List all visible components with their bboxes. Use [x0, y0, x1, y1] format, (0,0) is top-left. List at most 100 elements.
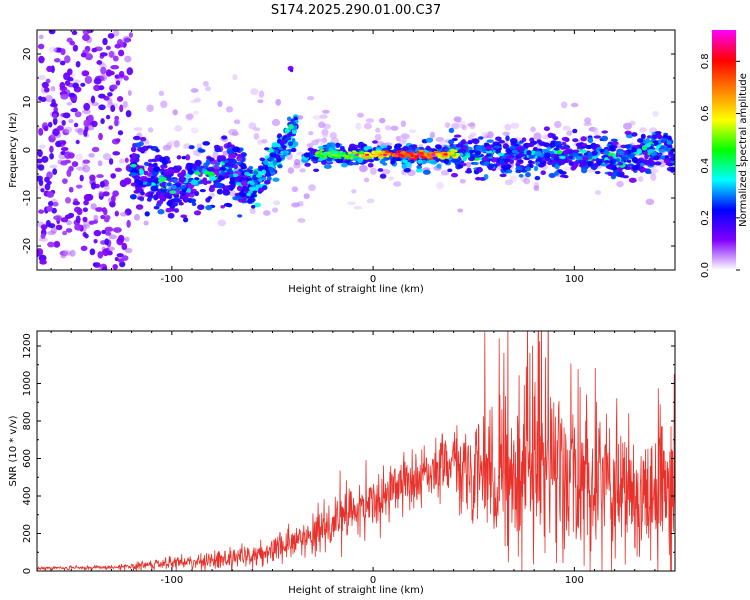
spectrogram-cell — [44, 183, 51, 191]
spectrogram-cell — [326, 142, 332, 148]
spectrogram-cell — [568, 161, 574, 166]
spectrogram-cell — [48, 30, 56, 35]
spectrogram-cell — [461, 124, 468, 131]
spectrogram-cell — [666, 140, 672, 145]
spectrogram-cell — [262, 210, 271, 216]
spectrogram-cell — [108, 125, 113, 130]
spectrogram-cell — [637, 175, 644, 183]
spectrogram-cell — [209, 184, 216, 189]
spectrogram-cell — [505, 135, 510, 142]
spectrogram-cell — [221, 135, 228, 140]
spectrogram-cell — [222, 188, 228, 193]
spectrogram-cell — [82, 34, 90, 41]
spectrogram-cell — [329, 132, 338, 139]
spectrogram-cell — [436, 163, 442, 169]
spectrogram-cell — [249, 181, 255, 186]
spectrogram-cell — [129, 193, 137, 200]
spectrogram-cell — [180, 214, 188, 218]
spectrogram-cell — [98, 93, 106, 99]
spectrogram-cell — [379, 159, 386, 165]
spectrogram-cell — [440, 151, 447, 154]
snr-y-axis-title: SNR (10 * v/v) — [8, 415, 19, 486]
spectrogram-cell — [141, 181, 149, 185]
spectrogram-cell — [426, 153, 431, 156]
spectrogram-cell — [413, 155, 420, 159]
spectrogram-cell — [93, 229, 102, 237]
spectrogram-cell — [250, 88, 259, 96]
spectrogram-cell — [447, 168, 453, 173]
spectrogram-cell — [126, 219, 131, 228]
spectrogram-cell — [390, 160, 396, 165]
spectrogram-cell — [562, 149, 570, 155]
spectrogram-cell — [206, 166, 215, 172]
spectrogram-cell — [291, 137, 296, 144]
spectrogram-cell — [533, 165, 539, 172]
spectrogram-cell — [575, 142, 584, 148]
spectrogram-cell — [68, 118, 74, 124]
spectrogram-cell — [612, 141, 619, 146]
spectrogram-cell — [105, 114, 111, 120]
spectrogram-cell — [57, 125, 64, 131]
spectrogram-cell — [110, 84, 118, 90]
spectrogram-cell — [525, 171, 531, 178]
colorbar-tick-label: 0.4 — [700, 158, 711, 174]
spectrogram-cell — [96, 60, 103, 65]
spectrogram-cell — [297, 218, 306, 223]
spectrogram-cell — [112, 151, 121, 156]
spectrogram-cell — [604, 160, 610, 164]
spectrogram-cell — [202, 80, 209, 87]
spectrogram-cell — [149, 163, 158, 168]
spectrogram-cell — [666, 135, 672, 140]
spectrogram-cell — [48, 46, 57, 53]
spectrogram-cell — [561, 141, 567, 146]
spectrogram-cell — [226, 141, 232, 148]
spectrogram-cell — [265, 171, 272, 177]
spectrogram-cell — [486, 139, 494, 143]
spectrogram-cell — [82, 207, 89, 213]
spectrogram-cell — [193, 210, 202, 216]
spectrogram-cell — [237, 153, 243, 158]
spectrogram-cell — [228, 190, 237, 197]
spectrogram-cell — [431, 153, 436, 156]
spectrogram-cell — [72, 82, 79, 89]
spectrogram-cell — [83, 119, 90, 128]
spectrogram-cell — [453, 134, 462, 138]
spectrogram-cell — [113, 30, 120, 37]
spectrogram-cell — [517, 145, 526, 150]
spectrogram-cell — [626, 159, 632, 163]
spectrogram-cell — [200, 179, 207, 184]
spectrogram-cell — [639, 127, 647, 133]
spectrogram-cell — [110, 104, 116, 113]
snr-series-line — [37, 331, 675, 571]
spectrogram-cell — [51, 207, 57, 214]
spectrogram-cell — [82, 109, 91, 115]
spectrogram-cell — [506, 169, 513, 174]
spectrogram-cell — [303, 193, 310, 200]
spectrogram-cell — [510, 122, 520, 129]
spectrogram-cell — [363, 122, 372, 130]
spectrogram-cell — [271, 142, 276, 148]
spectrogram-cell — [232, 129, 238, 137]
spectrogram-cell — [40, 233, 46, 239]
spectrogram-cell — [52, 168, 58, 175]
spectrogram-cell — [38, 34, 44, 40]
spectrogram-cell — [242, 196, 248, 203]
spectrogram-cell — [118, 70, 125, 78]
spectrogram-cell — [203, 170, 210, 175]
spectrogram-cell — [286, 149, 291, 156]
spectrogram-cell — [67, 212, 75, 219]
spectrogram-cell — [60, 160, 68, 166]
spectrogram-cell — [392, 155, 397, 158]
spectrogram-cell — [89, 174, 96, 182]
spectrogram-cell — [80, 245, 88, 251]
spectrogram-cell — [104, 226, 114, 232]
spectrogram-cell — [53, 58, 61, 63]
spectrogram-cell — [147, 181, 152, 187]
spectrogram-cell — [178, 176, 187, 183]
spectrogram-cell — [102, 248, 110, 257]
spectrogram-cell — [617, 150, 625, 156]
spectrogram-cell — [288, 124, 294, 130]
spectrogram-cell — [556, 150, 563, 155]
spectrogram-cell — [564, 146, 570, 151]
spectrogram-cell — [55, 224, 63, 231]
